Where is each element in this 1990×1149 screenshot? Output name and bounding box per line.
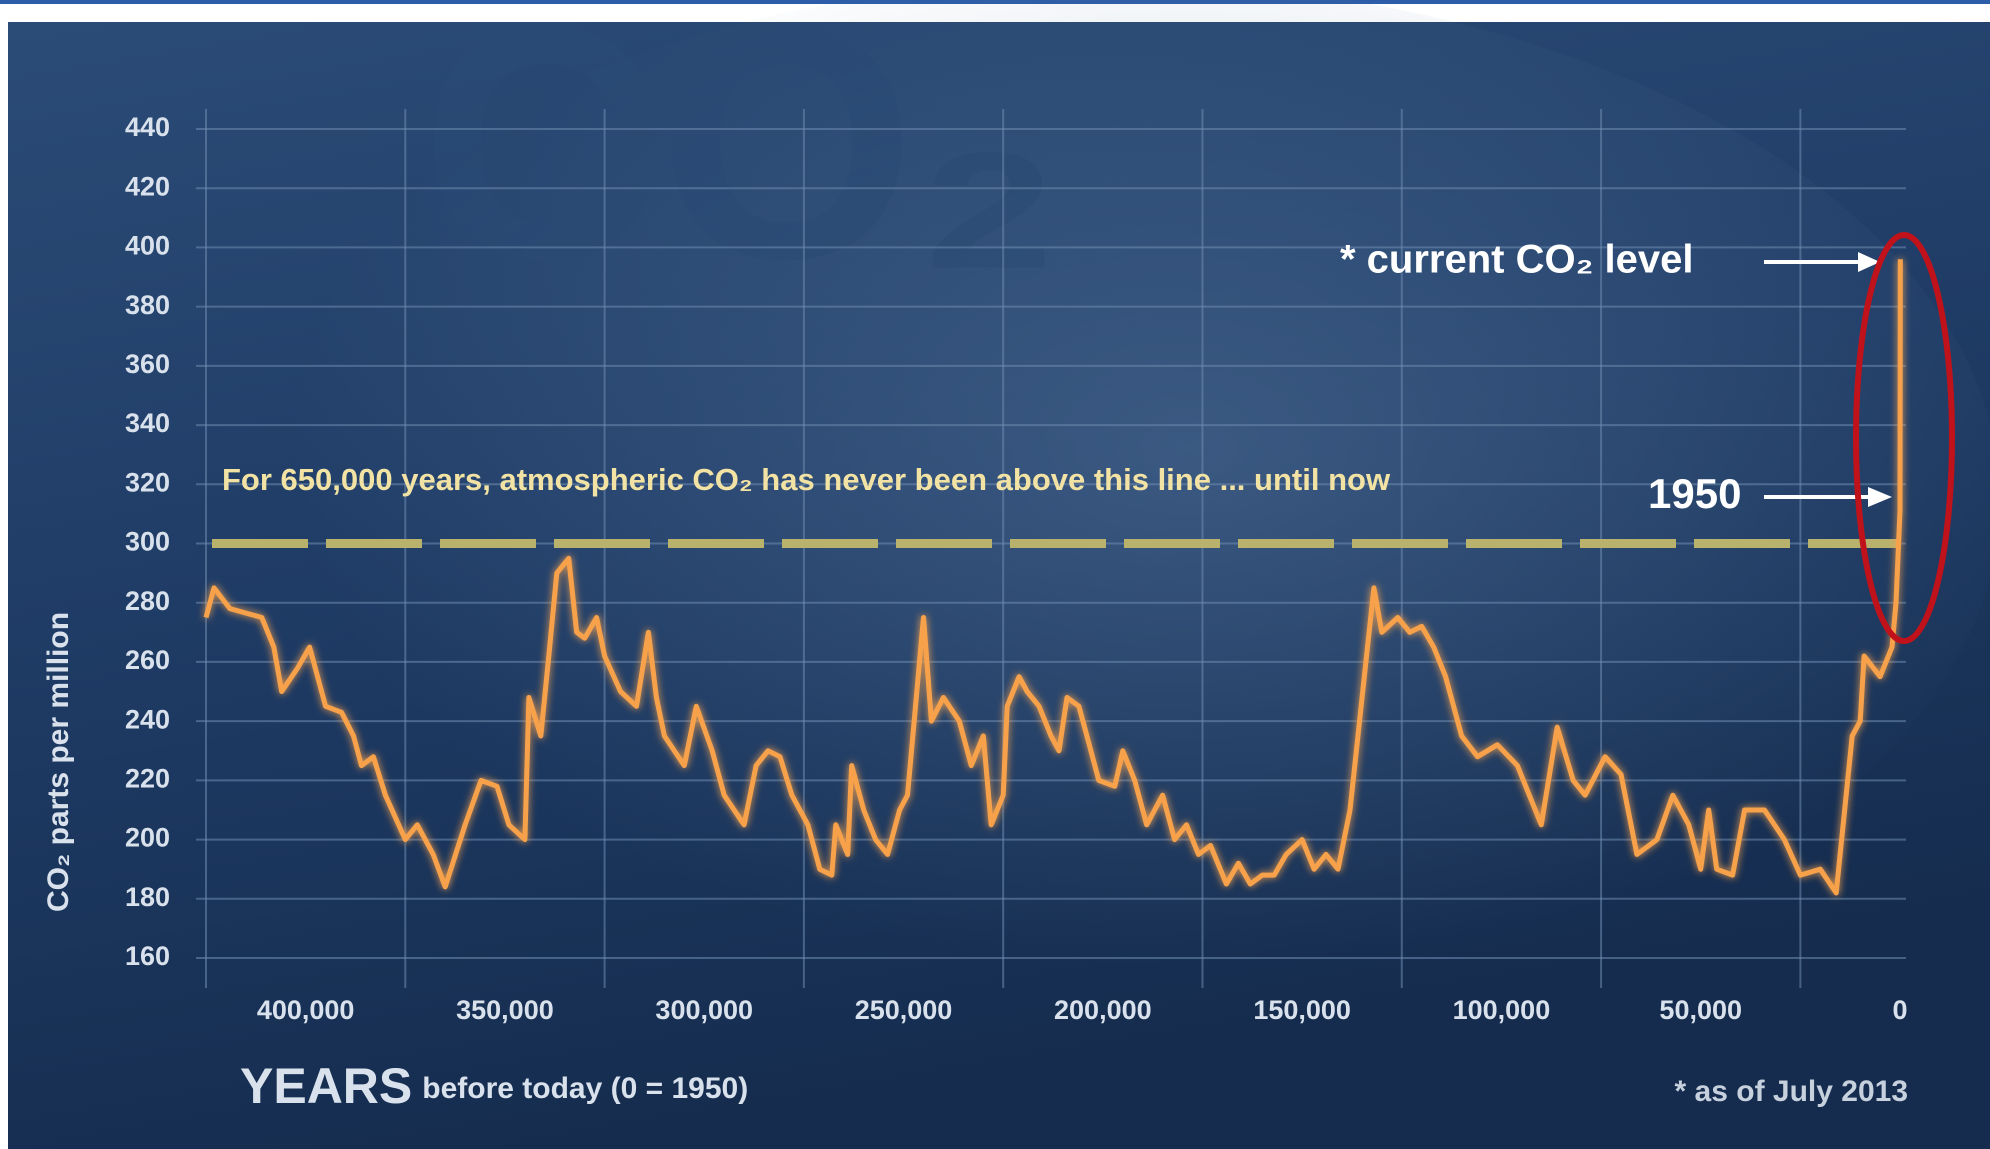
x-tick-label: 150,000 [1253, 995, 1351, 1025]
x-axis-label: YEARS before today (0 = 1950) [240, 1058, 748, 1114]
iceberg-shade [200, 0, 1990, 1020]
y-tick-label: 220 [125, 763, 170, 793]
x-tick-label: 200,000 [1054, 995, 1152, 1025]
label-1950: 1950 [1648, 470, 1741, 517]
y-tick-label: 280 [125, 586, 170, 616]
arrows [1764, 252, 1892, 507]
x-tick-label: 50,000 [1659, 995, 1742, 1025]
y-tick-label: 440 [125, 112, 170, 142]
x-tick-label: 250,000 [855, 995, 953, 1025]
arrow-head [1868, 487, 1892, 507]
x-tick-label: 0 [1893, 995, 1908, 1025]
y-tick-label: 420 [125, 171, 170, 201]
y-tick-label: 340 [125, 408, 170, 438]
y-tick-label: 360 [125, 349, 170, 379]
x-tick-label: 400,000 [257, 995, 355, 1025]
x-tick-label: 100,000 [1453, 995, 1551, 1025]
y-tick-label: 260 [125, 645, 170, 675]
y-tick-label: 180 [125, 882, 170, 912]
y-tick-label: 320 [125, 467, 170, 497]
y-tick-label: 240 [125, 704, 170, 734]
arrow-head [1858, 252, 1880, 272]
watermark: CO₂ [420, 0, 1062, 327]
x-axis-label-main: YEARS [240, 1058, 412, 1114]
y-tick-label: 200 [125, 823, 170, 853]
y-tick-label: 160 [125, 941, 170, 971]
y-tick-label: 400 [125, 231, 170, 261]
y-tick-label: 380 [125, 290, 170, 320]
y-tick-label: 300 [125, 527, 170, 557]
highlight-ellipse [1853, 232, 1955, 644]
x-tick-label: 350,000 [456, 995, 554, 1025]
y-axis-label: CO₂ parts per million [42, 612, 75, 912]
footnote: * as of July 2013 [1675, 1075, 1908, 1108]
current-level-label: * current CO₂ level [1340, 238, 1693, 282]
x-axis-label-sub: before today (0 = 1950) [422, 1072, 748, 1105]
threshold-label: For 650,000 years, atmospheric CO₂ has n… [222, 462, 1391, 497]
co2-line [203, 259, 1903, 896]
x-tick-label: 300,000 [655, 995, 753, 1025]
